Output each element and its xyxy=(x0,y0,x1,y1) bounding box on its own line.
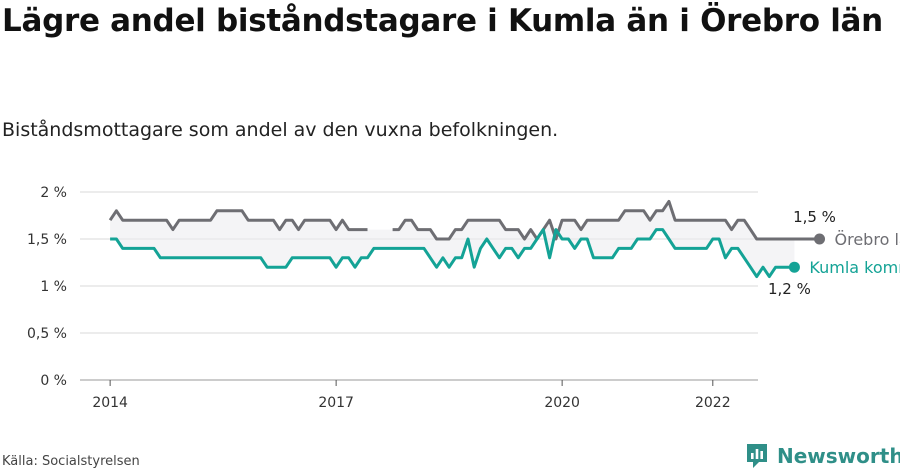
y-tick-label: 2 % xyxy=(40,185,67,201)
x-tick-label: 2017 xyxy=(318,395,354,411)
brand-logo[interactable]: Newsworthy xyxy=(745,441,900,471)
series-label-orebro-lan: Örebro län xyxy=(835,230,900,249)
x-tick-label: 2020 xyxy=(544,395,580,411)
series-line-kumla-kommun xyxy=(110,228,795,279)
x-tick-label: 2014 xyxy=(92,395,128,411)
chart-subtitle: Biståndsmottagare som andel av den vuxna… xyxy=(2,119,559,141)
chart-title: Lägre andel biståndstagare i Kumla än i … xyxy=(2,3,883,39)
y-tick-label: 0 % xyxy=(40,373,67,389)
y-tick-label: 0,5 % xyxy=(27,326,67,342)
y-tick-label: 1 % xyxy=(40,279,67,295)
series-gap-band xyxy=(110,201,795,277)
end-value-label-kumla-kommun: 1,2 % xyxy=(768,280,811,298)
series-line-orebro-lan xyxy=(108,199,820,241)
series-label-kumla-kommun: Kumla kommun xyxy=(809,258,900,277)
brand-name: Newsworthy xyxy=(777,444,900,468)
line-chart: 0 % 0,5 % 1 % 1,5 % 2 % 2014 2017 2020 2022 1,5 %… xyxy=(27,185,900,411)
end-point-kumla-kommun xyxy=(788,261,800,273)
end-point-orebro-lan xyxy=(814,233,826,245)
y-tick-label: 1,5 % xyxy=(27,232,67,248)
end-value-label-orebro-lan: 1,5 % xyxy=(793,208,836,226)
x-tick-label: 2022 xyxy=(695,395,731,411)
newsworthy-logo-icon xyxy=(747,444,767,468)
source-note: Källa: Socialstyrelsen xyxy=(2,454,140,469)
